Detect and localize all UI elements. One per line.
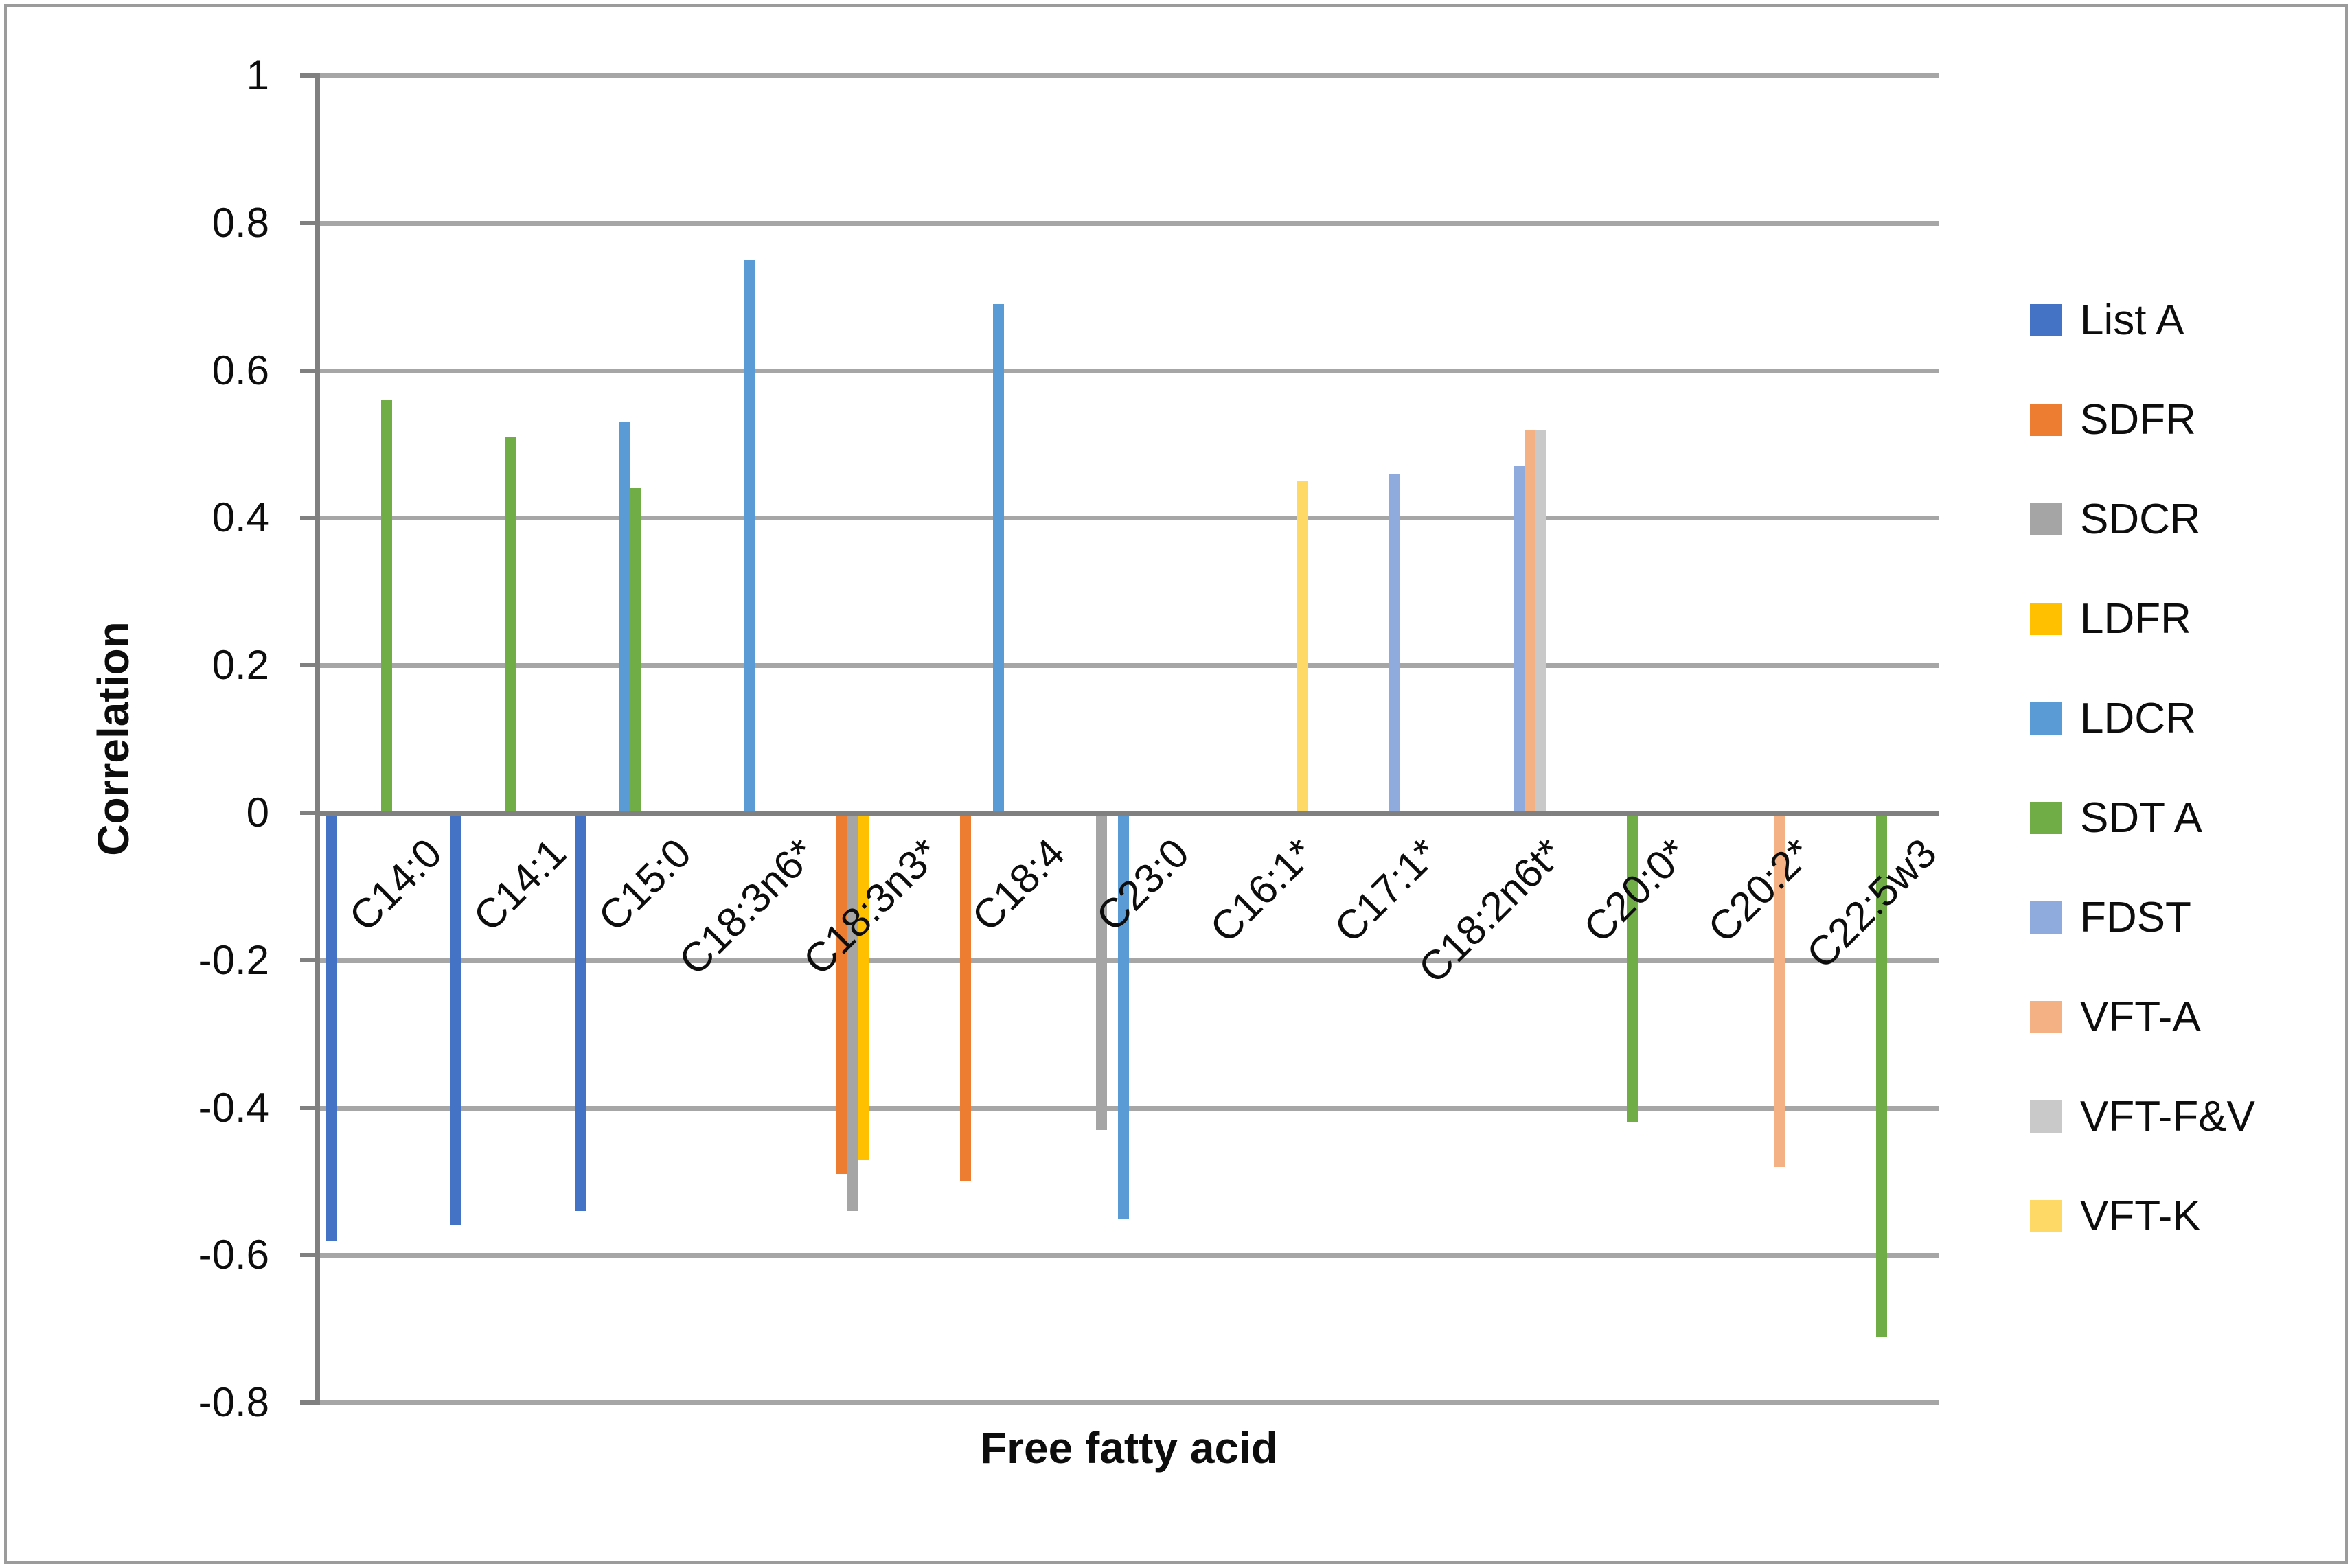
legend-item-sdcr: SDCR [2030, 494, 2201, 544]
legend-label: VFT-A [2080, 993, 2201, 1041]
bar-ldfr-c18-3n3 [857, 813, 869, 1160]
legend-swatch-sdt-a [2030, 801, 2062, 834]
legend-swatch-vft-k [2030, 1199, 2062, 1232]
bar-sdcr-c23-0 [1095, 813, 1107, 1130]
legend-label: VFT-K [2080, 1192, 2201, 1240]
bar-vft-a-c20-2 [1773, 813, 1785, 1167]
bar-sdt-a-c22-5w3 [1876, 813, 1888, 1337]
y-axis-tick-label: 1 [246, 52, 269, 98]
legend-label: FDST [2080, 893, 2191, 941]
legend-swatch-list-a [2030, 303, 2062, 336]
y-axis-tick [300, 1105, 319, 1110]
x-axis-category-label: C18:4 [963, 829, 1074, 941]
bar-sdfr-c18-4 [960, 813, 972, 1181]
gridline [319, 368, 1939, 373]
legend-swatch-sdcr [2030, 503, 2062, 535]
x-axis-category-label: C20:2* [1699, 829, 1821, 952]
legend-item-ldcr: LDCR [2030, 693, 2196, 743]
x-axis-title: Free fatty acid [980, 1423, 1278, 1473]
x-axis-category-label: C14:1 [464, 829, 575, 941]
y-axis-tick-label: -0.6 [198, 1232, 269, 1278]
y-axis-tick-label: 0.6 [212, 347, 269, 393]
y-axis-tick [300, 1253, 319, 1258]
legend-item-vft-a: VFT-A [2030, 991, 2201, 1042]
gridline [319, 1105, 1939, 1111]
y-axis-tick [300, 1400, 319, 1405]
legend-label: VFT-F&V [2080, 1092, 2255, 1140]
y-axis-tick [300, 958, 319, 962]
bar-fdst-c18-2n6t [1513, 466, 1525, 813]
y-axis-line [315, 73, 320, 1406]
bar-list-a-c14-0 [326, 813, 337, 1241]
y-axis-tick-label: 0 [246, 789, 269, 835]
y-axis-tick-label: -0.8 [198, 1379, 269, 1426]
legend-label: LDCR [2080, 694, 2196, 742]
legend-item-ldfr: LDFR [2030, 593, 2191, 644]
legend-swatch-ldfr [2030, 602, 2062, 635]
gridline [319, 958, 1939, 963]
x-axis-category-label: C15:0 [589, 829, 700, 941]
legend-item-list-a: List A [2030, 295, 2184, 345]
legend-swatch-vft-a [2030, 1000, 2062, 1033]
y-axis-tick-label: -0.2 [198, 936, 269, 983]
bar-sdfr-c18-3n3 [835, 813, 847, 1175]
legend-item-fdst: FDST [2030, 892, 2191, 943]
bar-sdt-a-c14-0 [380, 400, 392, 813]
y-axis-tick [300, 220, 319, 225]
y-axis-tick [300, 73, 319, 78]
bar-list-a-c14-1 [450, 813, 462, 1226]
bar-fdst-c17-1 [1389, 473, 1400, 813]
legend-label: SDT A [2080, 794, 2203, 842]
bar-list-a-c15-0 [575, 813, 586, 1211]
legend-item-sdt-a: SDT A [2030, 792, 2202, 843]
legend-swatch-sdfr [2030, 403, 2062, 436]
gridline [319, 663, 1939, 669]
legend-item-vft-k: VFT-K [2030, 1190, 2201, 1241]
legend-item-vft-f-v: VFT-F&V [2030, 1091, 2255, 1142]
x-axis-category-label: C17:1* [1325, 829, 1448, 952]
legend-label: SDFR [2080, 395, 2196, 443]
gridline [319, 1253, 1939, 1258]
legend-label: SDCR [2080, 495, 2201, 543]
y-axis-tick-label: 0.8 [212, 199, 269, 246]
x-axis-category-label: C22:5w3 [1798, 829, 1946, 978]
bar-sdt-a-c15-0 [630, 488, 641, 813]
gridline [319, 73, 1939, 78]
x-axis-category-label: C16:1* [1200, 829, 1323, 952]
y-axis-tick [300, 811, 319, 815]
bar-ldcr-c15-0 [619, 422, 630, 813]
bar-vft-f-v-c18-2n6t [1535, 429, 1546, 813]
gridline [319, 516, 1939, 521]
legend-label: List A [2080, 296, 2184, 344]
x-axis-category-label: C14:0 [340, 829, 450, 941]
bar-ldcr-c23-0 [1117, 813, 1129, 1219]
bar-sdt-a-c14-1 [505, 437, 517, 813]
x-axis-line [319, 811, 1939, 816]
legend-item-sdfr: SDFR [2030, 394, 2196, 445]
y-axis-tick-label: 0.4 [212, 494, 269, 541]
y-axis-tick [300, 516, 319, 520]
bar-sdt-a-c20-0 [1627, 813, 1639, 1123]
bar-vft-a-c18-2n6t [1524, 429, 1535, 813]
gridline [319, 220, 1939, 226]
bar-ldcr-c18-3n6 [744, 260, 755, 813]
y-axis-tick-label: -0.4 [198, 1084, 269, 1131]
bar-ldcr-c18-4 [993, 303, 1005, 813]
y-axis-tick-label: 0.2 [212, 642, 269, 689]
legend-swatch-vft-f-v [2030, 1100, 2062, 1133]
legend-label: LDFR [2080, 595, 2191, 643]
legend-swatch-ldcr [2030, 702, 2062, 735]
y-axis-tick [300, 663, 319, 668]
bar-vft-k-c16-1 [1297, 481, 1308, 813]
bar-sdcr-c18-3n3 [846, 813, 858, 1211]
chart-border [4, 4, 2348, 1564]
gridline [319, 1400, 1939, 1406]
legend-swatch-fdst [2030, 901, 2062, 934]
y-axis-tick [300, 368, 319, 373]
